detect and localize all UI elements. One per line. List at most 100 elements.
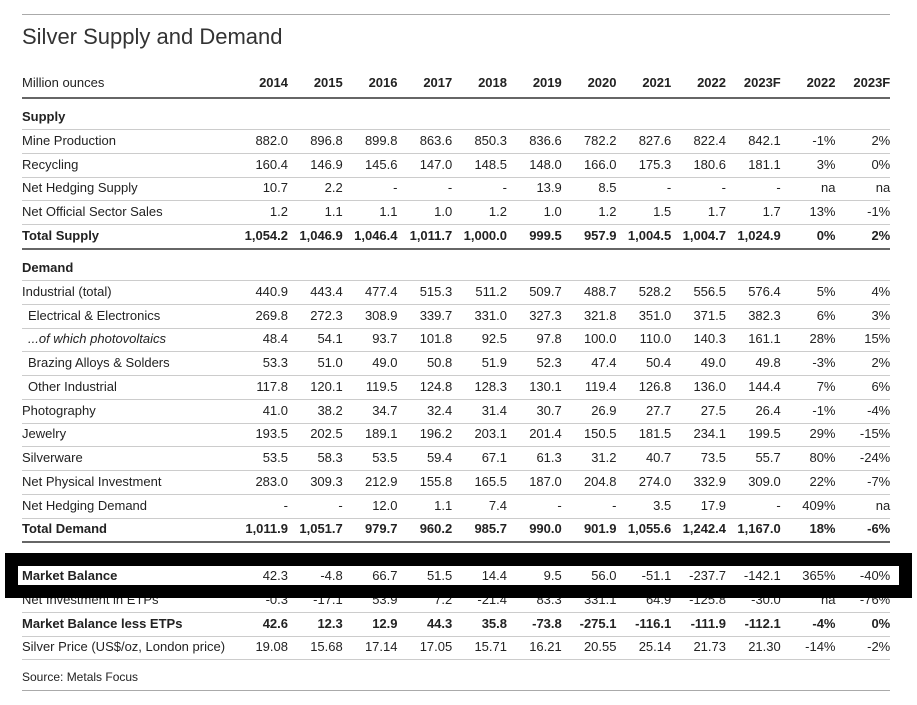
cell: - [721, 180, 726, 196]
cell: 509.7 [529, 283, 562, 299]
cell: 54.1 [317, 331, 343, 347]
row-rule [22, 327, 890, 329]
cell: 1,024.9 [737, 227, 781, 243]
cell: 1.1 [379, 204, 398, 219]
row-label: Net Hedging Supply [22, 180, 138, 196]
cell: na [875, 180, 891, 196]
row-label: Jewelry [22, 426, 67, 442]
cell: 56.0 [591, 568, 617, 583]
cell: 3% [816, 156, 836, 172]
cell: 990.0 [529, 521, 562, 537]
cell: 15.68 [310, 639, 343, 655]
cell: 18% [809, 521, 836, 537]
cell: 2017 [423, 75, 453, 90]
cell: 309.0 [748, 473, 781, 489]
cell: 7% [816, 378, 836, 394]
cell: 144.4 [748, 378, 781, 394]
cell: 67.1 [481, 450, 507, 465]
cell: 28% [809, 331, 836, 347]
cell: 12.0 [372, 497, 398, 513]
cell: 66.7 [372, 568, 398, 583]
cell: 73.5 [700, 450, 726, 465]
row-rule [22, 97, 890, 99]
row-rule [22, 541, 890, 544]
cell: 985.7 [474, 521, 507, 537]
row-rule [22, 422, 890, 424]
cell: 101.8 [419, 331, 453, 347]
cell: 117.8 [256, 378, 288, 394]
row-rule [22, 351, 890, 353]
cell: -7% [867, 473, 891, 489]
row-rule [22, 375, 890, 376]
cell: -40% [859, 568, 891, 583]
cell: 47.4 [591, 355, 617, 370]
cell: - [776, 180, 781, 196]
cell: 2% [871, 227, 891, 243]
cell: 147.0 [419, 156, 453, 172]
cell: 269.8 [255, 307, 288, 323]
cell: 31.2 [591, 450, 617, 465]
cell: 119.4 [584, 378, 617, 394]
cell: 2023F [853, 75, 891, 90]
cell: 331.0 [474, 307, 507, 323]
cell: 7.4 [488, 497, 507, 513]
cell: 960.2 [419, 521, 453, 537]
cell: 17.9 [700, 497, 726, 513]
cell: 882.0 [255, 132, 288, 148]
cell: 327.3 [529, 307, 562, 323]
cell: 204.8 [583, 473, 617, 489]
cell: 1.5 [653, 204, 672, 219]
row-label: ...of which photovoltaics [28, 331, 167, 347]
cell: 212.9 [364, 473, 398, 489]
cell: 576.4 [748, 283, 781, 299]
cell: 382.3 [748, 307, 781, 323]
cell: 409% [802, 497, 836, 513]
cell: 49.0 [700, 355, 726, 370]
row-rule [22, 635, 890, 637]
cell: 160.4 [255, 156, 288, 172]
cell: 199.5 [748, 426, 781, 442]
cell: 27.5 [700, 402, 726, 418]
cell: -15% [859, 426, 891, 442]
cell: - [557, 497, 562, 513]
cell: 26.9 [591, 402, 617, 418]
cell: - [776, 497, 781, 513]
cell: 53.5 [262, 450, 288, 465]
cell: 842.1 [748, 132, 781, 148]
cell: -111.9 [690, 615, 726, 631]
cell: 234.1 [693, 426, 726, 442]
cell: 30.7 [536, 402, 562, 418]
cell: 863.6 [419, 132, 453, 148]
cell: 6% [871, 378, 891, 394]
row-label: Net Hedging Demand [22, 497, 148, 513]
cell: 187.0 [529, 473, 562, 489]
cell: 148.5 [474, 156, 507, 172]
cell: 2015 [313, 75, 343, 90]
cell: 97.8 [536, 331, 562, 347]
cell: 17.05 [419, 639, 453, 655]
cell: 2014 [259, 75, 288, 90]
cell: 80% [809, 450, 836, 465]
cell: 52.3 [536, 355, 562, 370]
cell: 8.5 [598, 180, 617, 196]
cell: 365% [802, 568, 836, 583]
cell: 136.0 [693, 378, 726, 394]
row-rule [22, 517, 890, 519]
cell: 827.6 [638, 132, 672, 148]
cell: 1,167.0 [737, 521, 781, 537]
cell: na [821, 180, 836, 196]
cell: 50.4 [645, 355, 672, 370]
cell: 1,011.9 [245, 521, 288, 537]
cell: 477.4 [364, 283, 398, 299]
cell: -1% [812, 132, 836, 148]
row-label: Industrial (total) [22, 283, 112, 299]
cell: 528.2 [638, 283, 672, 299]
row-rule [22, 303, 890, 305]
cell: 110.0 [639, 331, 672, 347]
cell: 140.3 [693, 331, 726, 347]
cell: 1,011.7 [409, 227, 453, 243]
cell: 488.7 [583, 283, 617, 299]
cell: - [666, 180, 672, 196]
cell: -1% [867, 204, 891, 219]
cell: 41.0 [262, 402, 288, 418]
